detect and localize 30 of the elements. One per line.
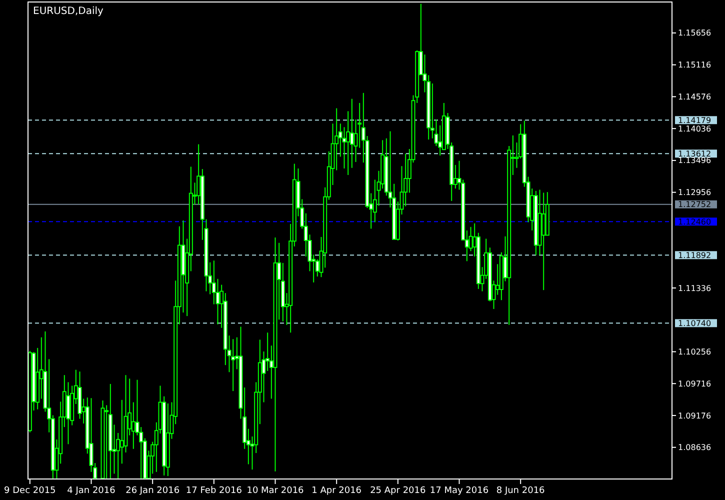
y-tick-label: 1.15656 (678, 28, 712, 38)
y-tick-label: 1.13496 (678, 156, 712, 166)
y-tick-label: 1.09176 (678, 411, 712, 420)
y-tick-label: 1.11336 (678, 284, 712, 293)
x-tick-label: 17 May 2016 (430, 486, 489, 496)
x-tick-label: 8 Jun 2016 (496, 486, 546, 496)
ref-line-label: 1.12460 (678, 217, 712, 226)
y-tick-label: 1.12956 (678, 188, 712, 198)
ref-line-label: 1.13612 (678, 149, 712, 158)
ref-line-label: 1.14179 (678, 116, 712, 125)
candlestick (342, 126, 346, 169)
y-tick-label: 1.09716 (678, 379, 712, 388)
ref-line-label: 1.11892 (678, 250, 712, 260)
y-tick-label: 1.10256 (678, 348, 712, 357)
y-tick-label: 1.14036 (678, 124, 712, 134)
x-tick-label: 4 Jan 2016 (67, 486, 116, 496)
x-tick-label: 9 Dec 2015 (4, 486, 56, 496)
x-tick-label: 17 Feb 2016 (186, 486, 242, 496)
x-tick-label: 25 Apr 2016 (370, 486, 426, 496)
candlestick (542, 192, 546, 291)
y-tick-label: 1.14576 (678, 92, 712, 102)
y-tick-label: 1.08636 (678, 443, 712, 452)
chart-title: EURUSD,Daily (33, 6, 104, 17)
x-tick-label: 10 Mar 2016 (246, 486, 304, 496)
x-tick-label: 26 Jan 2016 (126, 486, 180, 496)
x-tick-label: 1 Apr 2016 (312, 486, 362, 496)
ref-line-label: 1.10740 (678, 318, 712, 328)
ref-line-label: 1.12752 (678, 200, 712, 210)
candlestick (231, 338, 236, 392)
y-tick-label: 1.15116 (678, 60, 712, 70)
